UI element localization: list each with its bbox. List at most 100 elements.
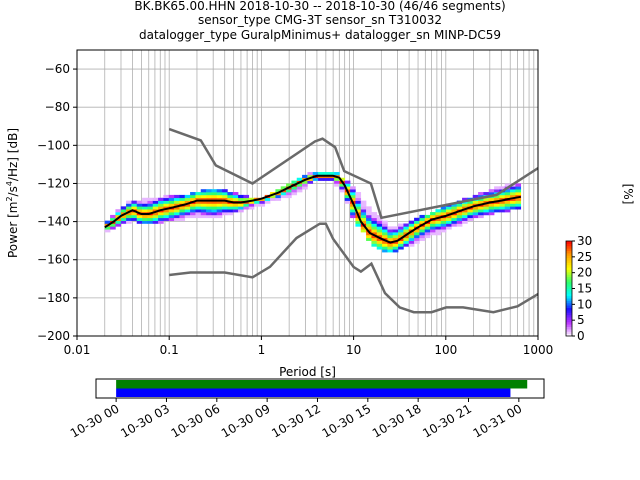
colorbar-tick-label: 25 xyxy=(577,250,592,264)
density-cell xyxy=(211,197,218,201)
density-cell xyxy=(355,220,362,224)
density-cell xyxy=(195,197,202,201)
colorbar-segment xyxy=(566,298,572,301)
density-cell xyxy=(147,197,154,201)
density-cell xyxy=(200,192,207,196)
density-cell xyxy=(216,192,223,196)
density-cell xyxy=(227,203,234,207)
density-cell xyxy=(168,197,175,201)
y-tick-label: −80 xyxy=(45,100,70,114)
density-cell xyxy=(467,212,474,216)
density-cell xyxy=(302,186,308,190)
density-cell xyxy=(147,200,154,204)
timeline-tick-label: 10-30 18 xyxy=(370,401,424,440)
colorbar-segment xyxy=(566,257,572,261)
density-cell xyxy=(200,203,207,207)
density-cell xyxy=(206,197,212,201)
density-cell xyxy=(147,209,154,213)
density-cell xyxy=(344,186,351,190)
density-cell xyxy=(136,220,143,224)
density-cell xyxy=(243,194,250,199)
density-cell xyxy=(371,234,378,239)
density-cell xyxy=(280,192,287,196)
density-cell xyxy=(446,209,452,213)
density-cell xyxy=(392,229,399,233)
colorbar-label: [%] xyxy=(621,184,635,205)
colorbar-segment xyxy=(566,281,572,285)
density-cell xyxy=(222,206,228,210)
mode-line xyxy=(104,174,521,244)
density-cell xyxy=(398,229,404,233)
density-cell xyxy=(147,217,154,221)
density-cell xyxy=(190,197,196,201)
density-cell xyxy=(478,192,484,196)
density-cell xyxy=(147,203,154,207)
density-cell xyxy=(211,194,218,199)
density-cell xyxy=(216,203,223,207)
colorbar-segment xyxy=(566,314,572,318)
y-tick-label: −100 xyxy=(37,138,70,152)
density-cell xyxy=(344,183,351,187)
density-cell xyxy=(152,217,159,221)
density-cell xyxy=(339,183,346,187)
density-cell xyxy=(387,249,394,253)
density-cell xyxy=(488,206,495,210)
timeline-tick-label: 10-30 09 xyxy=(219,401,273,440)
density-cell xyxy=(371,229,378,233)
density-cell xyxy=(158,197,164,201)
density-cell xyxy=(414,220,420,224)
density-cell xyxy=(408,220,415,224)
density-cell xyxy=(142,203,148,207)
density-cell xyxy=(430,232,436,236)
density-cell xyxy=(360,209,367,213)
density-cell xyxy=(259,203,266,207)
density-cell xyxy=(467,200,474,204)
colorbar-tick-label: 15 xyxy=(577,282,592,296)
density-cell xyxy=(184,194,191,199)
density-cell xyxy=(248,200,255,204)
density-cell xyxy=(440,209,447,213)
density-cell xyxy=(195,200,202,204)
density-cell xyxy=(115,223,122,227)
timeline-tick-label: 10-30 21 xyxy=(420,401,474,440)
density-cell xyxy=(488,197,495,201)
density-cell xyxy=(488,212,495,216)
density-cell xyxy=(131,214,138,219)
density-cell xyxy=(142,217,148,221)
density-cell xyxy=(120,214,127,219)
density-cell xyxy=(499,209,506,213)
density-cell xyxy=(376,234,383,239)
density-cell xyxy=(120,220,127,224)
colorbar-segment xyxy=(566,288,572,292)
density-cell xyxy=(195,212,202,216)
density-cell xyxy=(488,192,495,196)
density-cell xyxy=(483,200,490,204)
density-cell xyxy=(190,212,196,216)
x-tick-label: 100 xyxy=(434,343,457,357)
density-cell xyxy=(483,203,490,207)
density-cell xyxy=(344,194,351,199)
density-cell xyxy=(510,197,516,201)
density-cell xyxy=(376,229,383,233)
density-cell xyxy=(419,214,426,219)
density-cell xyxy=(259,200,266,204)
density-cell xyxy=(414,237,420,241)
density-cell xyxy=(355,223,362,227)
density-cell xyxy=(408,240,415,244)
density-cell xyxy=(510,200,516,204)
density-cell xyxy=(472,214,479,219)
colorbar-segment xyxy=(566,279,572,282)
y-tick-label: −160 xyxy=(37,253,70,267)
density-cell xyxy=(398,226,404,230)
colorbar-segment xyxy=(566,317,572,320)
density-cell xyxy=(366,234,372,239)
density-cell xyxy=(328,172,335,176)
density-cell xyxy=(483,212,490,216)
density-cell xyxy=(382,234,388,239)
density-cell xyxy=(366,206,372,210)
density-cell xyxy=(275,189,282,193)
density-cell xyxy=(110,217,116,221)
density-cell xyxy=(163,217,170,221)
